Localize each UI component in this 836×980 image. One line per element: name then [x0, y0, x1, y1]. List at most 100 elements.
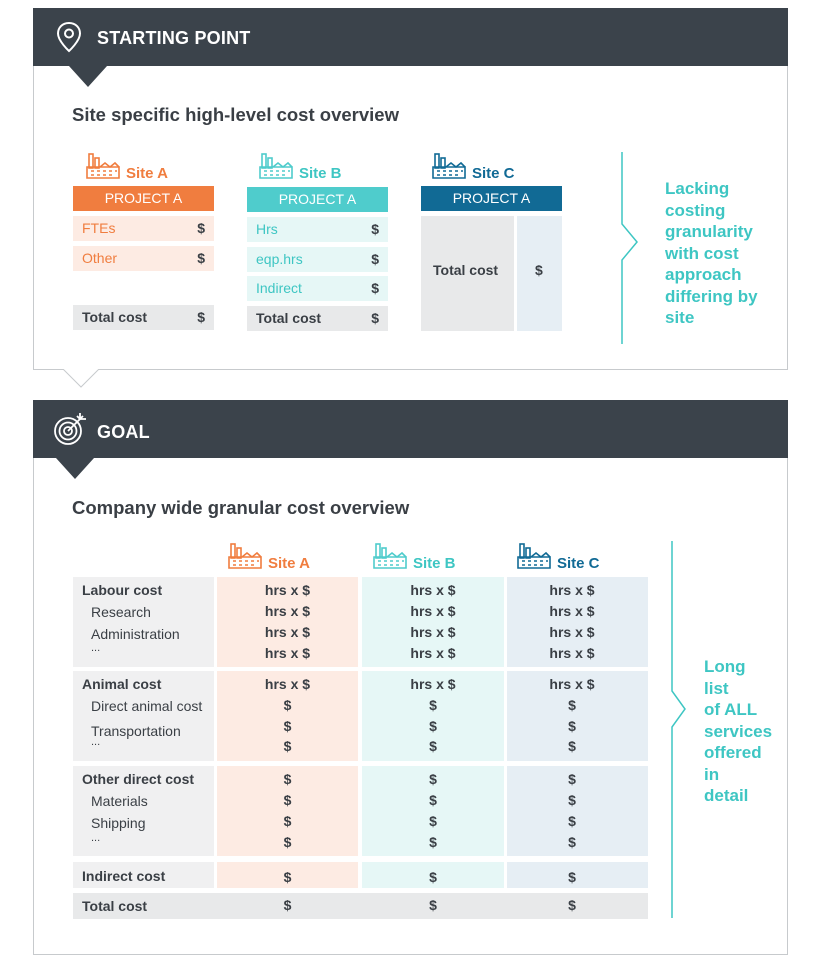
cell-value: hrs x $ — [264, 645, 311, 661]
factory-icon — [228, 542, 262, 570]
site-b-heading: Site B — [259, 152, 342, 182]
item-label: Research — [91, 604, 151, 620]
cell-value: $ — [568, 771, 576, 787]
cell-value: $ — [283, 792, 292, 808]
header-notch — [69, 66, 107, 87]
item-label: Administration — [91, 626, 180, 642]
group-label-bg — [73, 766, 214, 856]
site-c-total-value-box — [517, 216, 562, 331]
cell-value: hrs x $ — [549, 624, 595, 640]
item-label: Transportation — [91, 723, 181, 739]
cell-value: hrs x $ — [410, 603, 456, 619]
site-c-total-value: $ — [535, 262, 543, 278]
goal-title: GOAL — [97, 422, 150, 442]
goal-site-b-heading: Site B — [373, 542, 456, 572]
cell-value: hrs x $ — [264, 603, 311, 619]
goal-callout: Long list of ALL services offered in det… — [704, 657, 773, 805]
site-b-col-bg — [362, 862, 504, 888]
site-a-col-bg — [217, 577, 358, 667]
cell-value: $ — [429, 897, 437, 913]
cell-value: $ — [568, 897, 576, 913]
goal-header: GOAL — [33, 400, 788, 458]
cell-value: hrs x $ — [549, 676, 595, 692]
site-c-col-bg — [507, 671, 648, 761]
cell-value: $ — [568, 869, 576, 885]
site-c-col-bg — [507, 766, 648, 856]
cell-value: $ — [429, 718, 437, 734]
cell-value: hrs x $ — [410, 582, 456, 598]
site-b-col-bg — [362, 671, 504, 761]
factory-icon — [373, 542, 407, 570]
cell-value: $ — [283, 697, 292, 713]
group-title: Other direct cost — [82, 771, 195, 787]
cell-value: $ — [429, 738, 437, 754]
total-label: Total cost — [82, 898, 148, 914]
site-b-col-bg — [362, 766, 504, 856]
factory-icon — [517, 542, 551, 570]
goal-site-a-heading: Site A — [228, 542, 310, 572]
cell-value: $ — [429, 792, 437, 808]
item-label: Direct animal cost — [91, 698, 203, 714]
callout-bracket — [621, 152, 638, 344]
cell-value: $ — [568, 718, 576, 734]
cell-value: hrs x $ — [549, 645, 595, 661]
indirect-label: Indirect cost — [82, 868, 166, 884]
site-c-project: PROJECT A — [421, 186, 562, 211]
panel-connector — [62, 369, 100, 388]
cell-value: $ — [568, 834, 576, 850]
item-label: Shipping — [91, 815, 146, 831]
total-row-bg — [73, 893, 648, 919]
cell-value: $ — [283, 869, 292, 885]
cell-value: hrs x $ — [410, 624, 456, 640]
site-a-col-bg — [217, 671, 358, 761]
site-c-heading: Site C — [432, 152, 515, 182]
cell-value: $ — [568, 813, 576, 829]
callout-bracket — [671, 541, 686, 918]
group-title: Labour cost — [82, 582, 163, 598]
cell-value: $ — [283, 897, 292, 913]
site-c-name: Site C — [472, 165, 515, 182]
cell-value: $ — [568, 738, 576, 754]
starting-subtitle: Site specific high-level cost overview — [72, 104, 399, 125]
item-label: ... — [91, 736, 101, 748]
cell-value: $ — [283, 718, 292, 734]
site-c-col-bg — [507, 862, 648, 888]
site-b-row: Hrs $ — [247, 217, 388, 242]
cell-value: hrs x $ — [264, 582, 311, 598]
site-b-name: Site B — [299, 165, 342, 182]
cell-value: $ — [568, 792, 576, 808]
cell-value: hrs x $ — [264, 676, 311, 692]
cell-value: hrs x $ — [549, 603, 595, 619]
goal-site-c-heading: Site C — [517, 542, 600, 572]
item-label: ... — [91, 642, 101, 654]
site-b-row: eqp.hrs $ — [247, 247, 388, 272]
cell-value: $ — [283, 738, 292, 754]
group-label-bg — [73, 671, 214, 761]
site-a-heading: Site A — [86, 152, 168, 182]
site-a-total: Total cost $ — [73, 305, 214, 330]
cell-value: $ — [283, 771, 292, 787]
item-label: Materials — [91, 793, 148, 809]
cell-value: hrs x $ — [264, 624, 311, 640]
starting-point-header: STARTING POINT — [33, 8, 788, 66]
cell-value: $ — [429, 834, 437, 850]
site-a-row: Other $ — [73, 246, 214, 271]
cell-value: $ — [429, 771, 437, 787]
site-b-row: Indirect $ — [247, 276, 388, 301]
cell-value: hrs x $ — [410, 645, 456, 661]
factory-icon — [86, 152, 120, 180]
goal-subtitle: Company wide granular cost overview — [72, 497, 410, 518]
site-a-name: Site A — [126, 165, 168, 182]
factory-icon — [432, 152, 466, 180]
group-title: Animal cost — [82, 676, 162, 692]
site-c-total-label-box — [421, 216, 514, 331]
cell-value: $ — [429, 697, 437, 713]
header-notch — [56, 458, 94, 479]
starting-callout: Lacking costing granularity with cost ap… — [665, 179, 758, 327]
site-a-col-bg — [217, 766, 358, 856]
cell-value: $ — [283, 834, 292, 850]
site-c-col-bg — [507, 577, 648, 667]
target-icon — [53, 411, 86, 445]
cell-value: $ — [568, 697, 576, 713]
group-label-bg — [73, 577, 214, 667]
